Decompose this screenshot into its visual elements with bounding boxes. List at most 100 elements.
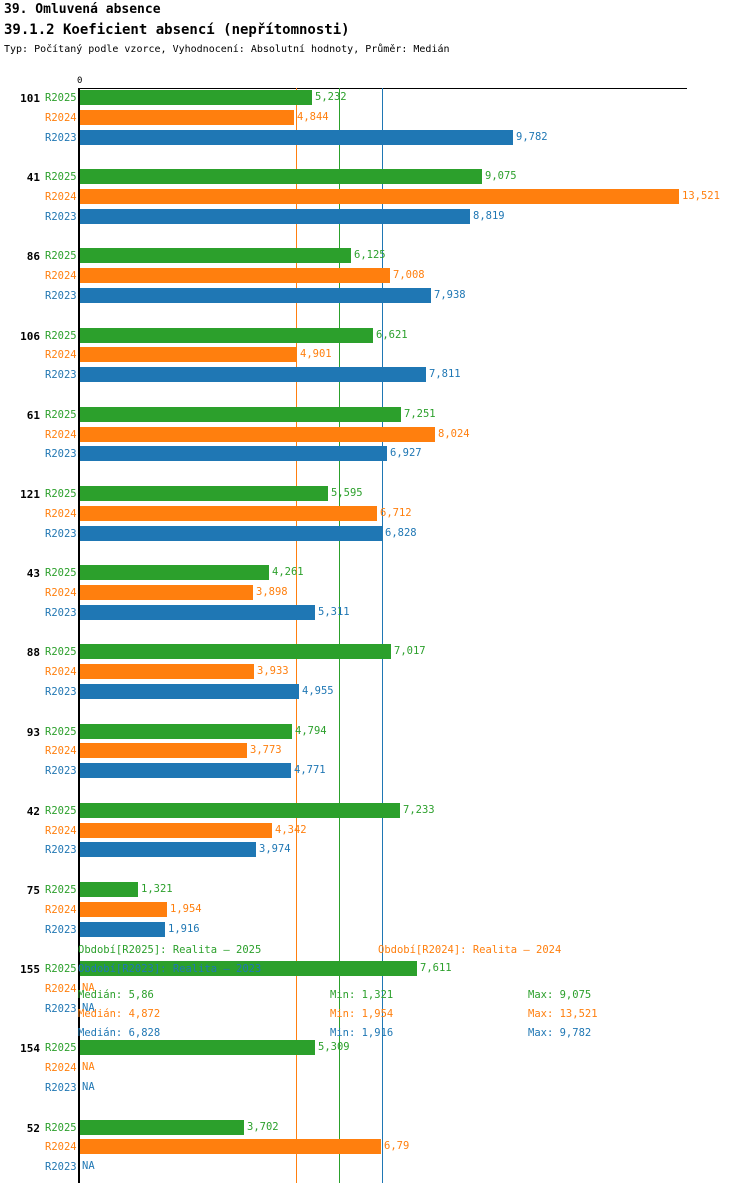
bar-value-label: 5,311: [318, 605, 350, 618]
bar-r2025[interactable]: [80, 406, 401, 422]
bar-value-na: NA: [82, 1081, 95, 1093]
series-label-r2024: R2024: [45, 111, 77, 124]
series-label-r2024: R2024: [45, 983, 77, 995]
bar-r2023[interactable]: [80, 208, 470, 224]
legend-stat-max: Max: 13,521: [528, 1008, 598, 1020]
bar-r2025[interactable]: [80, 961, 417, 977]
bar-value-label: 3,974: [259, 843, 291, 856]
series-label-r2024: R2024: [45, 270, 77, 283]
bar-r2024[interactable]: [80, 585, 253, 600]
series-label-r2023: R2023: [45, 686, 77, 698]
series-label-r2025: R2025: [45, 1042, 77, 1055]
bar-r2025[interactable]: [80, 882, 138, 897]
series-label-r2025: R2025: [45, 250, 77, 263]
bar-r2023[interactable]: [80, 129, 513, 145]
bar-r2025[interactable]: [80, 486, 328, 501]
bar-value-label: 4,771: [294, 764, 326, 777]
bar-r2023[interactable]: [80, 604, 315, 620]
bar-r2025[interactable]: [80, 644, 391, 660]
bar-r2025[interactable]: [80, 1119, 244, 1135]
bar-r2024[interactable]: [80, 505, 377, 521]
bar-r2025[interactable]: [80, 802, 400, 818]
series-label-r2024: R2024: [45, 1062, 77, 1075]
bar-value-label: 7,251: [404, 407, 436, 420]
bar-value-label: 5,309: [318, 1041, 350, 1054]
bar-r2025[interactable]: [80, 327, 373, 343]
bar-r2024[interactable]: [80, 664, 254, 680]
bar-r2025[interactable]: [80, 723, 292, 739]
bar-r2023[interactable]: [80, 367, 426, 383]
group-label: 41: [26, 171, 40, 185]
report-title: 39. Omluvená absence: [4, 2, 161, 17]
bar-r2024[interactable]: [80, 189, 679, 204]
bar-r2023[interactable]: [80, 684, 299, 699]
series-label-r2023: R2023: [45, 923, 77, 936]
bar-r2023[interactable]: [80, 921, 165, 937]
bar-r2023[interactable]: [80, 288, 431, 303]
series-label-r2025: R2025: [45, 488, 77, 500]
bar-value-label: 4,844: [297, 110, 329, 123]
group-label: 101: [20, 92, 40, 105]
reference-line-r2024: [296, 88, 297, 1183]
bar-r2024[interactable]: [80, 901, 167, 917]
bar-r2025[interactable]: [80, 169, 482, 185]
bar-value-na: NA: [82, 1061, 95, 1074]
series-label-r2024: R2024: [45, 1141, 77, 1154]
bar-chart-plot: 0 101 R2025 5,232 R2024 4,844 R2023 9,782 41 R202…: [20, 76, 720, 1183]
bar-value-label: 4,901: [300, 348, 332, 361]
bar-r2023[interactable]: [80, 763, 291, 779]
bar-value-label: 4,794: [295, 724, 327, 737]
series-label-r2025: R2025: [45, 725, 77, 738]
legend-entry: Období[R2024]: Realita – 2024: [378, 944, 562, 956]
bar-r2024[interactable]: [80, 1139, 381, 1155]
legend-stat-median: Medián: 5,86: [78, 989, 154, 1001]
bar-value-label: 3,933: [257, 665, 289, 678]
bar-r2025[interactable]: [80, 248, 351, 264]
chart-page: 39. Omluvená absence 39.1.2 Koeficient a…: [4, 2, 720, 1183]
bar-value-label: 6,621: [376, 328, 408, 341]
series-label-r2024: R2024: [45, 349, 77, 362]
group-label: 86: [26, 250, 40, 264]
series-label-r2025: R2025: [45, 329, 77, 342]
bar-value-label: 7,811: [429, 368, 461, 381]
group-label: 52: [26, 1121, 40, 1135]
bar-r2025[interactable]: [80, 90, 312, 105]
group-label: 93: [26, 725, 40, 739]
chart-title: 39.1.2 Koeficient absencí (nepřítomnosti…: [4, 22, 350, 38]
series-label-r2024: R2024: [45, 428, 77, 441]
bar-value-label: 7,017: [394, 645, 426, 658]
legend-entry: Období[R2023]: Realita – 2023: [78, 963, 262, 975]
bar-r2024[interactable]: [80, 743, 247, 759]
bar-r2023[interactable]: [80, 525, 382, 541]
bar-value-label: 6,125: [354, 249, 386, 262]
series-label-r2025: R2025: [45, 408, 77, 421]
series-label-r2023: R2023: [45, 1002, 77, 1015]
bar-r2024[interactable]: [80, 268, 390, 284]
bar-r2024[interactable]: [80, 426, 435, 442]
zero-axis-label: 0: [77, 76, 83, 86]
bar-r2025[interactable]: [80, 565, 269, 581]
bar-value-label: 1,916: [168, 922, 200, 935]
bar-value-na: NA: [82, 1160, 95, 1173]
bar-value-label: 6,712: [380, 506, 412, 519]
group-label: 88: [26, 646, 40, 660]
bar-value-label: 8,024: [438, 427, 470, 440]
series-label-r2024: R2024: [45, 587, 77, 599]
bar-value-label: 3,773: [250, 744, 282, 757]
series-label-r2025: R2025: [45, 567, 77, 580]
bar-value-na: NA: [82, 982, 95, 994]
legend-stat-max: Max: 9,075: [528, 989, 592, 1001]
bar-r2023[interactable]: [80, 842, 256, 858]
series-label-r2023: R2023: [45, 765, 77, 778]
bar-r2023[interactable]: [80, 446, 387, 462]
series-label-r2023: R2023: [45, 448, 77, 461]
value-axis-line: [78, 88, 80, 1183]
series-label-r2025: R2025: [45, 171, 77, 184]
bar-r2024[interactable]: [80, 822, 272, 838]
series-label-r2023: R2023: [45, 844, 77, 857]
bar-r2024[interactable]: [80, 347, 297, 363]
bar-r2024[interactable]: [80, 109, 294, 125]
series-label-r2023: R2023: [45, 1082, 77, 1094]
group-label: 155: [20, 963, 40, 977]
bar-value-label: 3,898: [256, 586, 288, 598]
